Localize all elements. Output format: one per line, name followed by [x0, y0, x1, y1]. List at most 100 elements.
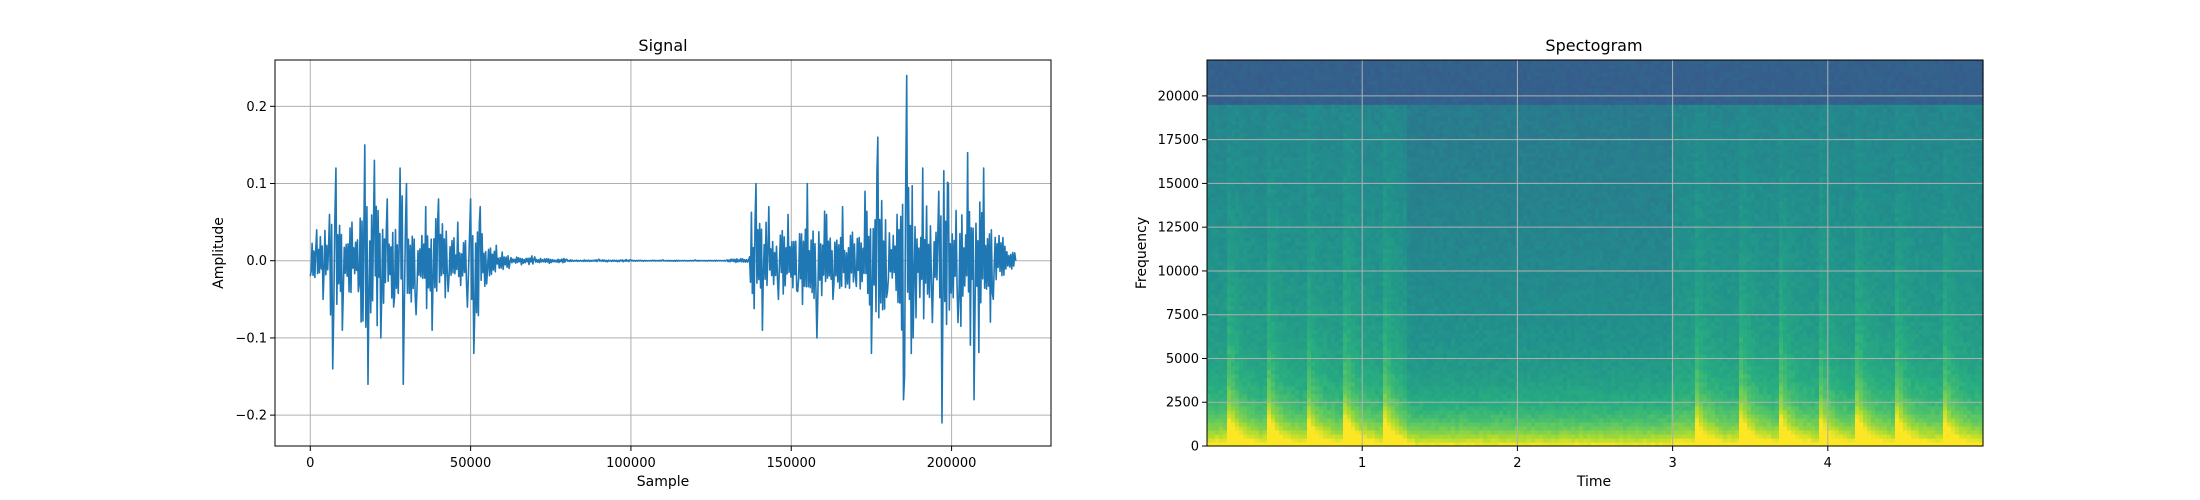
spectrogram-cell [1379, 140, 1384, 146]
spectrogram-cell [1319, 377, 1324, 383]
spectrogram-cell [1207, 64, 1212, 69]
spectrogram-cell [1395, 60, 1400, 65]
spectrogram-cell [1411, 325, 1416, 330]
spectrogram-cell [1339, 265, 1344, 270]
spectrogram-cell [1375, 257, 1380, 262]
spectrogram-cell [1359, 84, 1364, 89]
spectrogram-cell [1287, 401, 1292, 407]
spectrogram-cell [1347, 365, 1352, 371]
spectrogram-cell [1291, 417, 1296, 423]
spectrogram-cell [1207, 273, 1212, 278]
spectrogram-cell [1291, 68, 1296, 73]
spectrogram-cell [1311, 437, 1316, 443]
spectrogram-cell [1235, 248, 1240, 254]
spectrogram-cell [1403, 281, 1408, 286]
spectrogram-cell [1239, 156, 1244, 162]
spectrogram-cell [1399, 429, 1404, 435]
spectrogram-cell [1251, 341, 1256, 347]
spectrogram-cell [1403, 232, 1408, 238]
spectrogram-cell [1383, 96, 1388, 101]
spectrogram-cell [1243, 261, 1248, 266]
spectrogram-cell [1403, 172, 1408, 178]
spectrogram-cell [1307, 192, 1312, 198]
spectrogram-cell [1275, 60, 1280, 65]
spectrogram-cell [1235, 68, 1240, 73]
spectrogram-cell [1267, 257, 1272, 262]
spectrogram-cell [1383, 248, 1388, 254]
spectrogram-cell [1327, 156, 1332, 162]
spectrogram-cell [1327, 164, 1332, 170]
spectrogram-cell [1339, 96, 1344, 101]
spectrogram-cell [1287, 321, 1292, 326]
spectrogram-cell [1215, 84, 1220, 89]
spectrogram-cell [1363, 281, 1368, 286]
spectrogram-cell [1363, 196, 1368, 202]
spectrogram-cell [1239, 421, 1244, 427]
spectrogram-cell [1243, 381, 1248, 387]
spectrogram-cell [1219, 349, 1224, 355]
spectrogram-cell [1211, 100, 1216, 105]
spectrogram-cell [1227, 353, 1232, 359]
spectrogram-cell [1207, 333, 1212, 339]
spectrogram-cell [1307, 148, 1312, 154]
spectrogram-cell [1227, 84, 1232, 89]
spectrogram-cell [1383, 84, 1388, 89]
spectrogram-cell [1383, 301, 1388, 306]
spectrogram-cell [1327, 433, 1332, 439]
spectrogram-cell [1283, 337, 1288, 343]
spectrogram-cell [1307, 281, 1312, 286]
spectrogram-cell [1303, 72, 1308, 77]
spectrogram-cell [1335, 349, 1340, 355]
spectrogram-cell [1243, 389, 1248, 395]
spectrogram-cell [1319, 232, 1324, 238]
spectrogram-cell [1299, 321, 1304, 326]
spectrogram-cell [1363, 236, 1368, 242]
spectrogram-cell [1379, 168, 1384, 174]
spectrogram-cell [1247, 401, 1252, 407]
spectrogram-cell [1235, 305, 1240, 310]
spectrogram-cell [1255, 317, 1260, 322]
spectrogram-cell [1247, 313, 1252, 318]
spectrogram-cell [1411, 369, 1416, 375]
spectrogram-cell [1279, 369, 1284, 375]
spectrogram-cell [1319, 317, 1324, 322]
spectrogram-cell [1287, 208, 1292, 214]
spectrogram-cell [1407, 289, 1412, 294]
spectrogram-cell [1399, 184, 1404, 190]
spectrogram-cell [1331, 100, 1336, 105]
spectrogram-cell [1407, 112, 1412, 117]
spectrogram-cell [1271, 136, 1276, 142]
spectrogram-cell [1387, 393, 1392, 399]
spectrogram-cell [1243, 108, 1248, 113]
spectrogram-cell [1219, 160, 1224, 166]
spectrogram-cell [1327, 104, 1332, 109]
spectrogram-cell [1235, 72, 1240, 77]
spectrogram-cell [1311, 160, 1316, 166]
spectrogram-cell [1247, 425, 1252, 431]
spectrogram-cell [1335, 309, 1340, 314]
spectrogram-cell [1411, 337, 1416, 343]
spectrogram-cell [1399, 228, 1404, 234]
spectrogram-cell [1279, 433, 1284, 439]
spectrogram-cell [1355, 405, 1360, 411]
spectrogram-cell [1331, 64, 1336, 69]
spectrogram-cell [1307, 96, 1312, 101]
spectrogram-cell [1295, 305, 1300, 310]
spectrogram-cell [1387, 385, 1392, 391]
spectrogram-cell [1363, 381, 1368, 387]
spectrogram-cell [1367, 72, 1372, 77]
spectrogram-cell [1383, 389, 1388, 395]
spectrogram-cell [1211, 409, 1216, 415]
spectrogram-cell [1295, 349, 1300, 355]
spectrogram-cell [1219, 84, 1224, 89]
spectrogram-cell [1259, 345, 1264, 351]
spectrogram-cell [1335, 240, 1340, 246]
spectrogram-cell [1307, 196, 1312, 202]
spectrogram-cell [1403, 413, 1408, 419]
spectrogram-cell [1271, 385, 1276, 391]
spectrogram-cell [1235, 417, 1240, 423]
spectrogram-cell [1407, 92, 1412, 97]
spectrogram-cell [1231, 385, 1236, 391]
spectrogram-cell [1279, 265, 1284, 270]
spectrogram-cell [1279, 417, 1284, 423]
